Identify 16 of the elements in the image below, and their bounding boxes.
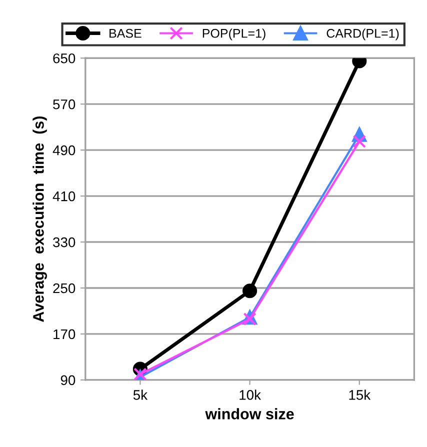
y-tick-label: 90: [60, 375, 76, 386]
legend-label: CARD(PL=1): [326, 28, 399, 40]
x-tick-label: 15k: [349, 390, 371, 400]
y-tick-label: 410: [52, 191, 76, 202]
y-tick-label: 490: [52, 145, 76, 156]
x-axis-title: window size: [205, 408, 294, 420]
y-tick-label: 250: [53, 283, 76, 294]
y-tick-label: 650: [53, 53, 76, 64]
x-tick-label: 10k: [240, 390, 262, 400]
y-tick-label: 570: [53, 99, 76, 110]
legend-label: BASE: [110, 28, 142, 38]
x-tick-label: 5k: [133, 390, 148, 400]
legend-label: POP(PL=1): [202, 28, 266, 40]
y-tick-label: 330: [53, 237, 76, 248]
y-tick-label: 170: [54, 329, 76, 340]
y-axis-title: Average execution time (s): [32, 116, 47, 322]
